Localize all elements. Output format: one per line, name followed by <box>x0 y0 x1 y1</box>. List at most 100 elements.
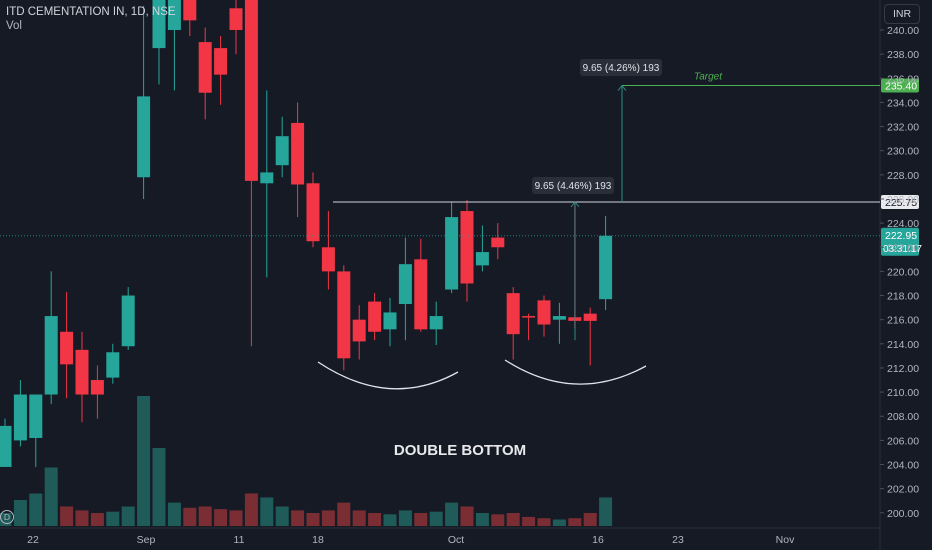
neckline-price-tag: 225.75 <box>885 197 917 209</box>
price-tick-label: 222.00 <box>887 242 919 254</box>
bottom-arc-1 <box>317 361 459 390</box>
volume-bar <box>445 502 459 526</box>
volume-bar <box>121 506 135 526</box>
volume-bar <box>552 519 566 526</box>
volume-bar <box>337 502 351 526</box>
last-price-tag-bg <box>881 227 919 256</box>
price-tick-label: 230.00 <box>887 146 919 158</box>
target-price-tag: 235.40 <box>885 81 917 93</box>
measure-tooltip-1: 9.65 (4.46%) 193 <box>535 181 612 192</box>
volume-bar <box>44 467 58 526</box>
volume-bar <box>537 518 551 526</box>
tradingview-logo-icon[interactable]: D <box>0 510 14 524</box>
volume-bar <box>75 510 89 526</box>
candle-down <box>183 0 197 21</box>
candle-down <box>352 319 366 342</box>
volume-bar <box>214 509 228 526</box>
price-tick-label: 224.00 <box>887 218 919 230</box>
candle-up <box>398 264 412 304</box>
volume-bar <box>506 513 520 526</box>
price-tick-label: 214.00 <box>887 339 919 351</box>
candle-down <box>368 301 382 332</box>
candle-down <box>198 42 212 93</box>
volume-bar <box>60 506 74 526</box>
volume-bar <box>306 513 320 526</box>
candle-up <box>152 0 166 49</box>
price-tick-label: 226.00 <box>887 194 919 206</box>
measure-arrow-2-head <box>617 84 627 91</box>
candle-down <box>491 237 505 248</box>
measure-tooltip-2: 9.65 (4.26%) 193 <box>583 63 660 74</box>
volume-bar <box>275 506 289 526</box>
chart-grid <box>0 0 881 550</box>
volume-bar <box>291 510 305 526</box>
candle-up <box>13 394 27 441</box>
candle-up <box>552 316 566 320</box>
candle-up <box>167 0 181 31</box>
volume-bar <box>29 493 43 526</box>
bar-countdown: 03:31:17 <box>883 244 922 255</box>
time-tick-label: 16 <box>592 534 604 546</box>
price-tick-label: 236.00 <box>887 73 919 85</box>
price-tick-label: 240.00 <box>887 25 919 37</box>
volume-bar <box>475 513 489 526</box>
price-tick-label: 204.00 <box>887 460 919 472</box>
candle-up <box>29 394 43 438</box>
candle-up <box>0 425 12 467</box>
price-tick-label: 220.00 <box>887 266 919 278</box>
candle-down <box>306 183 320 242</box>
candle-up <box>260 172 274 184</box>
measure-tooltip-2-bg <box>580 59 662 76</box>
volume-bars <box>0 396 613 526</box>
drawings-layer: Target 9.65 (4.46%) 193 9.65 (4.26%) 193 DO… <box>0 59 922 459</box>
target-label: Target <box>694 72 723 83</box>
currency-button[interactable]: INR <box>884 4 920 24</box>
candle-down <box>244 0 258 181</box>
last-price-tag: 222.95 <box>885 230 917 242</box>
volume-bar <box>321 510 335 526</box>
candle-up <box>275 136 289 166</box>
candle-down <box>60 331 74 365</box>
price-tick-label: 200.00 <box>887 508 919 520</box>
price-tick-label: 216.00 <box>887 315 919 327</box>
time-tick-label: Nov <box>776 534 795 546</box>
volume-bar <box>167 502 181 526</box>
candle-up <box>429 316 443 330</box>
volume-bar <box>137 396 151 526</box>
measure-tooltip-1-bg <box>532 177 614 194</box>
candlesticks <box>0 0 613 467</box>
candle-down <box>214 48 228 75</box>
time-tick-label: 22 <box>27 534 39 546</box>
volume-bar <box>244 493 258 526</box>
price-tick-label: 232.00 <box>887 122 919 134</box>
candle-down <box>460 211 474 284</box>
time-tick-label: 11 <box>234 534 245 546</box>
volume-bar <box>183 507 197 526</box>
price-tick-label: 228.00 <box>887 170 919 182</box>
neckline-price-tag-bg <box>881 194 919 209</box>
price-tick-label: 238.00 <box>887 49 919 61</box>
candle-up <box>44 316 58 395</box>
candle-up <box>475 252 489 266</box>
candle-up <box>137 96 151 178</box>
volume-bar <box>398 510 412 526</box>
time-tick-label: 18 <box>312 534 324 546</box>
pattern-label: DOUBLE BOTTOM <box>394 442 526 459</box>
time-tick-label: 23 <box>672 534 684 546</box>
candle-down <box>522 316 536 318</box>
price-tick-label: 202.00 <box>887 484 919 496</box>
volume-bar <box>491 514 505 526</box>
candle-down <box>506 293 520 335</box>
volume-bar <box>106 511 120 526</box>
price-tick-label: 206.00 <box>887 435 919 447</box>
measure-arrow-1-head <box>570 201 580 208</box>
price-tick-label: 208.00 <box>887 411 919 423</box>
candle-down <box>537 300 551 325</box>
volume-bar <box>198 506 212 526</box>
volume-label: Vol <box>6 20 22 32</box>
candle-down <box>291 122 305 185</box>
volume-bar <box>383 514 397 526</box>
volume-bar <box>414 513 428 526</box>
volume-bar <box>229 510 243 526</box>
